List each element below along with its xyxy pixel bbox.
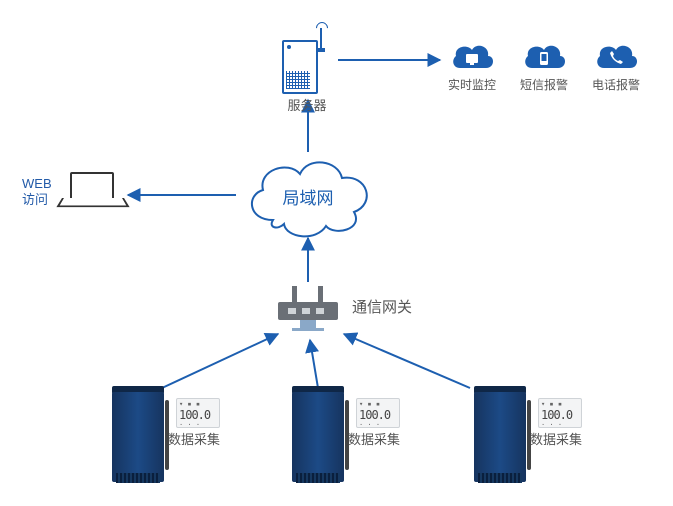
laptop-icon: [62, 172, 120, 212]
device-1-panel: ▾ ▪ ▪100.0· · ·: [176, 398, 220, 428]
monitor-label: 实时监控: [442, 76, 502, 93]
phone-label: 电话报警: [586, 76, 646, 93]
monitor-cloud-icon: [448, 40, 496, 72]
device-3-label: 数据采集: [530, 432, 582, 448]
sms-cloud-icon: [520, 40, 568, 72]
device-2-label: 数据采集: [348, 432, 400, 448]
gateway-label: 通信网关: [352, 296, 412, 317]
device-3-panel: ▾ ▪ ▪100.0· · ·: [538, 398, 582, 428]
web-access-label: WEB 访问: [22, 176, 52, 207]
server-label: 服务器: [281, 98, 333, 114]
phone-cloud-icon: [592, 40, 640, 72]
device-2-icon: [292, 392, 352, 487]
device-3-icon: [474, 392, 534, 487]
gateway-icon: [278, 286, 338, 326]
lan-label: 局域网: [258, 184, 358, 209]
device-1-label: 数据采集: [168, 432, 220, 448]
arrow-dev2-gateway: [310, 340, 318, 388]
sms-label: 短信报警: [514, 76, 574, 93]
arrow-dev3-gateway: [344, 334, 470, 388]
device-2-panel: ▾ ▪ ▪100.0· · ·: [356, 398, 400, 428]
device-1-icon: [112, 392, 172, 487]
server-icon: [282, 28, 332, 92]
arrow-dev1-gateway: [162, 334, 278, 388]
